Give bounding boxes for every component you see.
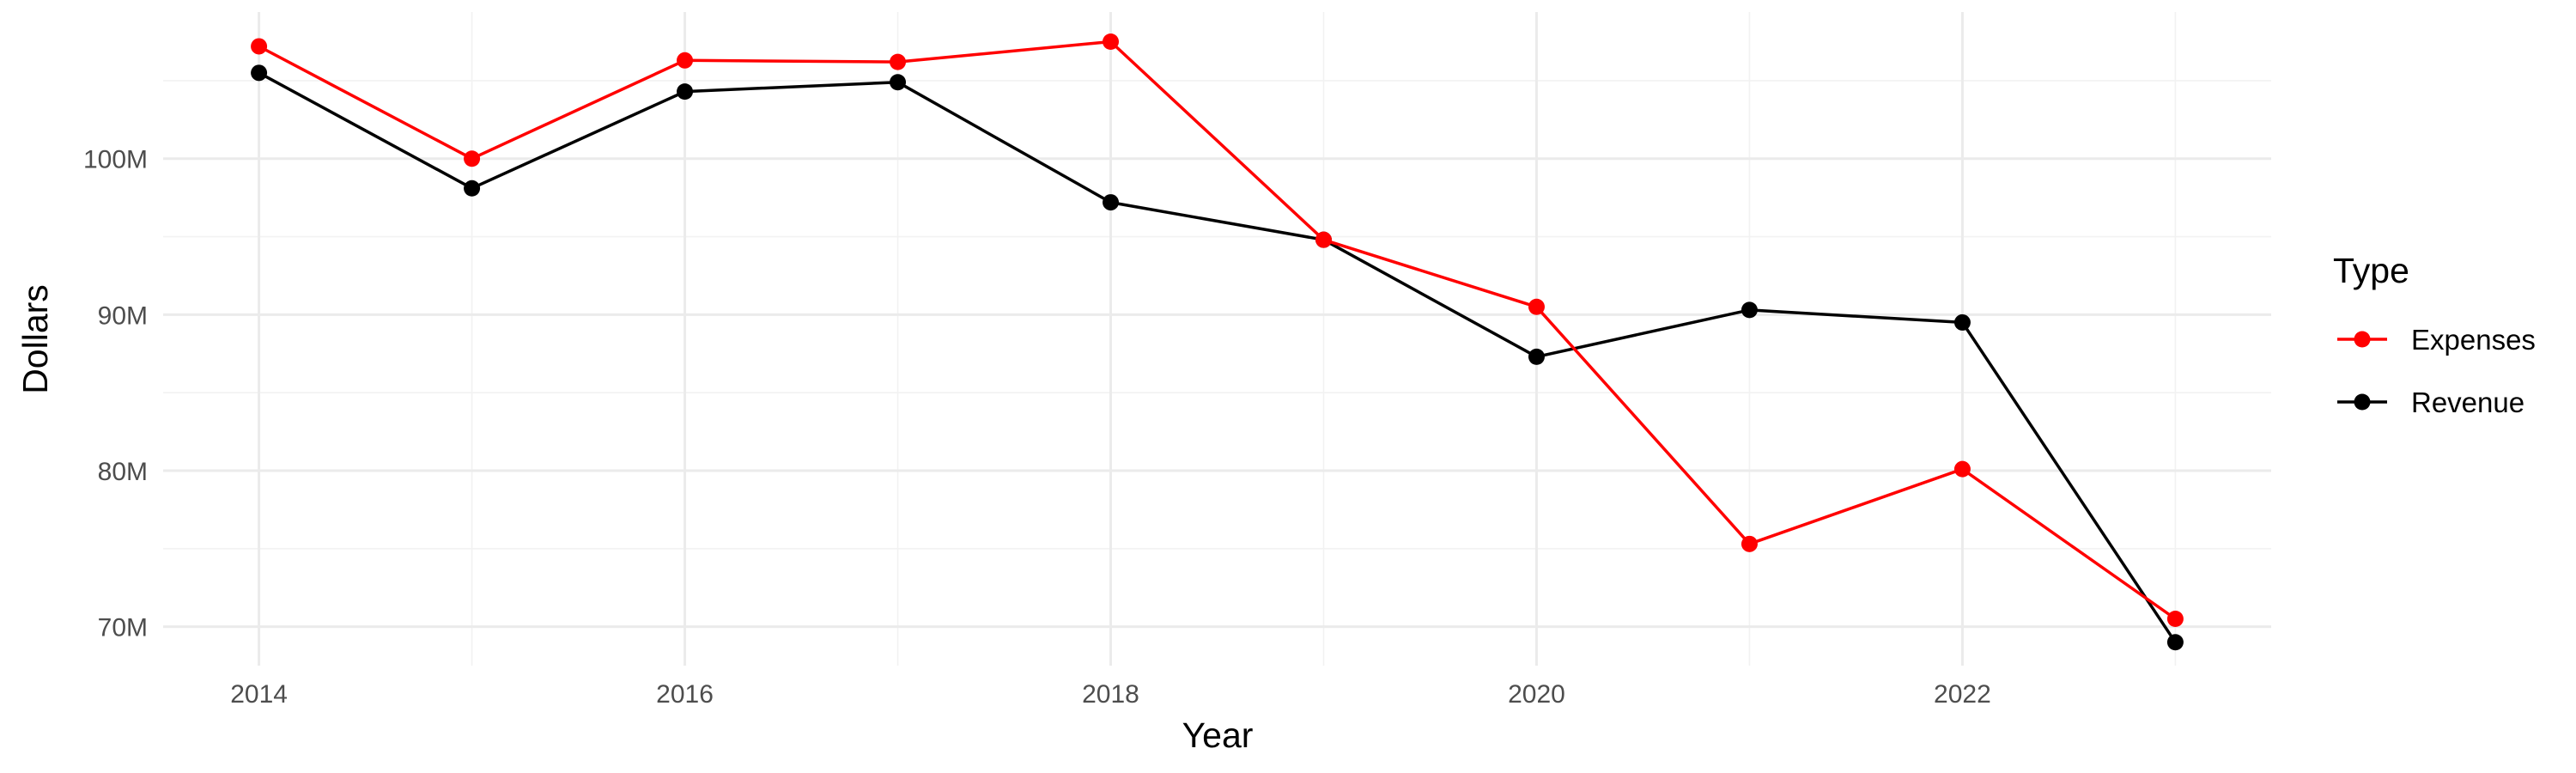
revenue-point bbox=[464, 180, 481, 197]
expenses-point bbox=[251, 38, 268, 55]
x-axis-tick-labels: 2014 2016 2018 2020 2022 bbox=[230, 680, 1991, 709]
legend-item-revenue: Revenue bbox=[2337, 386, 2524, 418]
revenue-point bbox=[1741, 301, 1758, 319]
y-tick-label: 70M bbox=[98, 614, 148, 642]
x-tick-label: 2014 bbox=[230, 680, 288, 709]
expenses-point bbox=[890, 53, 907, 70]
x-tick-label: 2022 bbox=[1934, 680, 1991, 709]
expenses-point bbox=[1103, 33, 1120, 51]
expenses-point bbox=[1528, 298, 1545, 315]
y-tick-label: 90M bbox=[98, 301, 148, 330]
expenses-point bbox=[2166, 611, 2184, 628]
expenses-point bbox=[1315, 231, 1332, 248]
minor-gridlines bbox=[163, 12, 2271, 666]
legend-title: Type bbox=[2333, 251, 2409, 290]
revenue-point bbox=[890, 74, 907, 91]
legend: Type Expenses Revenue bbox=[2333, 251, 2536, 418]
y-axis-tick-labels: 70M 80M 90M 100M bbox=[83, 146, 148, 642]
expenses-line bbox=[258, 40, 2177, 620]
x-tick-label: 2018 bbox=[1082, 680, 1139, 709]
expenses-point bbox=[677, 52, 694, 69]
expenses-point bbox=[1953, 460, 1971, 478]
legend-label: Expenses bbox=[2411, 324, 2536, 356]
legend-label: Revenue bbox=[2411, 386, 2524, 418]
expenses-point bbox=[464, 150, 481, 167]
revenue-point bbox=[1953, 313, 1971, 331]
x-tick-label: 2020 bbox=[1508, 680, 1565, 709]
series-layer bbox=[251, 33, 2184, 651]
revenue-point bbox=[1528, 348, 1545, 365]
major-gridlines bbox=[163, 12, 2271, 666]
x-tick-label: 2016 bbox=[656, 680, 714, 709]
revenue-line bbox=[258, 71, 2177, 643]
revenue-point bbox=[677, 83, 694, 100]
series-expenses bbox=[251, 33, 2184, 628]
expenses-point bbox=[1741, 535, 1758, 552]
legend-key-point bbox=[2354, 331, 2371, 348]
y-tick-label: 80M bbox=[98, 458, 148, 486]
revenue-point bbox=[251, 64, 268, 82]
legend-item-expenses: Expenses bbox=[2337, 324, 2536, 356]
legend-key-point bbox=[2354, 393, 2371, 411]
legend-items: Expenses Revenue bbox=[2337, 324, 2536, 418]
y-tick-label: 100M bbox=[83, 146, 148, 174]
revenue-point bbox=[2166, 634, 2184, 651]
y-axis-title: Dollars bbox=[15, 284, 55, 394]
revenue-point bbox=[1103, 194, 1120, 211]
x-axis-title: Year bbox=[1182, 715, 1254, 755]
